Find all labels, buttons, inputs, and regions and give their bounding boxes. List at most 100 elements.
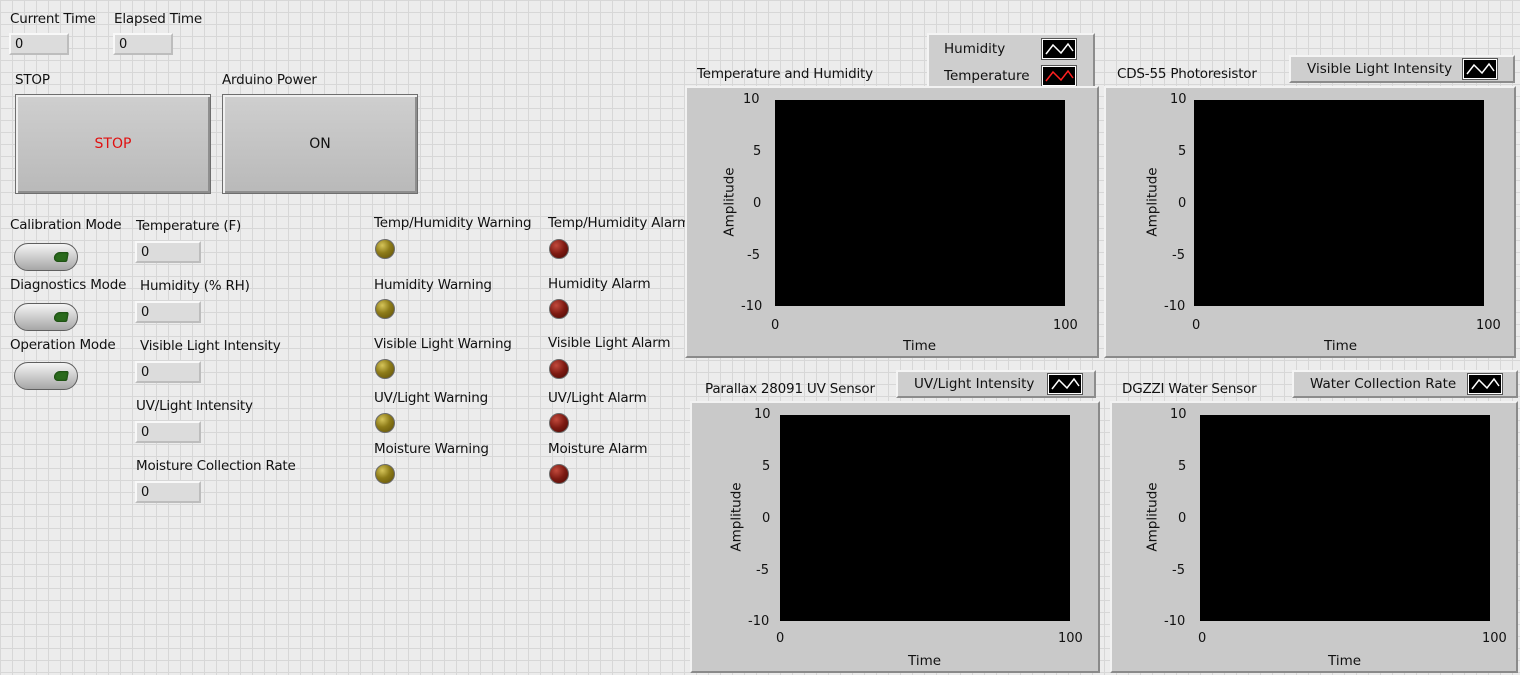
trace-white-icon[interactable] <box>1467 373 1503 395</box>
legend-humidity-label: Humidity <box>944 41 1006 57</box>
trace-white-icon[interactable] <box>1041 38 1077 60</box>
y-tick: -10 <box>1164 614 1186 629</box>
y-tick: -10 <box>1164 299 1186 314</box>
y-tick: -5 <box>1172 248 1185 263</box>
uv-light-field: 0 <box>135 421 201 443</box>
trace-white-icon[interactable] <box>1462 58 1498 80</box>
x-tick: 100 <box>1476 318 1501 333</box>
x-tick: 100 <box>1053 318 1078 333</box>
legend-visible-light-label: Visible Light Intensity <box>1307 61 1453 77</box>
trace-white-icon[interactable] <box>1047 373 1083 395</box>
x-tick: 0 <box>771 318 780 333</box>
humidity-alarm-label: Humidity Alarm <box>548 276 651 292</box>
uv-sensor-plot-area[interactable] <box>780 415 1070 621</box>
temp-humidity-alarm-led <box>549 239 569 259</box>
temp-humidity-graph-title: Temperature and Humidity <box>697 66 873 82</box>
visible-light-warning-label: Visible Light Warning <box>374 336 512 352</box>
legend-uv-light-label: UV/Light Intensity <box>914 376 1035 392</box>
calibration-mode-toggle[interactable] <box>14 243 78 271</box>
humidity-field: 0 <box>135 301 201 323</box>
x-tick: 0 <box>1198 631 1207 646</box>
temp-humidity-warning-led <box>375 239 395 259</box>
uv-light-warning-led <box>375 413 395 433</box>
humidity-warning-label: Humidity Warning <box>374 277 492 293</box>
visible-light-warning-led <box>375 359 395 379</box>
x-axis-title: Time <box>1328 653 1362 669</box>
photoresistor-plot-area[interactable] <box>1194 100 1484 306</box>
photoresistor-graph[interactable]: 10 5 0 -5 -10 0 100 Amplitude Time <box>1104 86 1516 358</box>
calibration-mode-label: Calibration Mode <box>10 217 122 233</box>
y-tick: -5 <box>747 248 760 263</box>
water-sensor-graph-title: DGZZI Water Sensor <box>1122 381 1257 397</box>
y-axis-title: Amplitude <box>1144 482 1161 552</box>
elapsed-time-field: 0 <box>113 33 173 55</box>
y-axis-title: Amplitude <box>1144 167 1161 237</box>
temperature-label: Temperature (F) <box>136 218 242 234</box>
visible-light-label: Visible Light Intensity <box>140 338 281 354</box>
elapsed-time-label: Elapsed Time <box>114 11 202 27</box>
visible-light-field: 0 <box>135 361 201 383</box>
y-tick: 5 <box>762 459 771 474</box>
temp-humidity-alarm-label: Temp/Humidity Alarm <box>548 215 690 231</box>
toggle-switch-icon <box>53 252 69 262</box>
operation-mode-toggle[interactable] <box>14 362 78 390</box>
y-tick: 0 <box>762 511 771 526</box>
uv-sensor-legend[interactable]: UV/Light Intensity <box>896 370 1096 398</box>
y-tick: 0 <box>1178 511 1187 526</box>
temperature-field: 0 <box>135 241 201 263</box>
x-axis-title: Time <box>903 338 937 354</box>
y-tick: -5 <box>1172 563 1185 578</box>
y-tick: -10 <box>741 299 763 314</box>
stop-button[interactable]: STOP <box>15 94 211 194</box>
arduino-power-button-text: ON <box>309 136 331 152</box>
legend-temperature-label: Temperature <box>944 68 1030 84</box>
humidity-label: Humidity (% RH) <box>140 278 250 294</box>
uv-light-label: UV/Light Intensity <box>136 398 253 414</box>
moisture-warning-led <box>375 464 395 484</box>
temp-humidity-plot-area[interactable] <box>775 100 1065 306</box>
toggle-switch-icon <box>53 312 69 322</box>
photoresistor-graph-title: CDS-55 Photoresistor <box>1117 66 1257 82</box>
temp-humidity-legend[interactable]: Humidity Temperature <box>927 33 1095 89</box>
visible-light-alarm-led <box>549 359 569 379</box>
temp-humidity-graph[interactable]: 10 5 0 -5 -10 0 100 Amplitude Time <box>685 86 1099 358</box>
uv-light-alarm-led <box>549 413 569 433</box>
y-axis-title: Amplitude <box>728 482 745 552</box>
legend-water-rate-label: Water Collection Rate <box>1310 376 1457 392</box>
water-sensor-graph[interactable]: 10 5 0 -5 -10 0 100 Amplitude Time <box>1110 401 1518 673</box>
y-tick: 5 <box>1178 459 1187 474</box>
humidity-warning-led <box>375 299 395 319</box>
x-tick: 100 <box>1058 631 1083 646</box>
visible-light-alarm-label: Visible Light Alarm <box>548 335 671 351</box>
y-tick: 10 <box>1170 407 1187 422</box>
uv-sensor-graph[interactable]: 10 5 0 -5 -10 0 100 Amplitude Time <box>690 401 1100 673</box>
x-tick: 0 <box>1192 318 1201 333</box>
arduino-power-button[interactable]: ON <box>222 94 418 194</box>
x-axis-title: Time <box>908 653 942 669</box>
moisture-alarm-led <box>549 464 569 484</box>
diagnostics-mode-label: Diagnostics Mode <box>10 277 127 293</box>
photoresistor-legend[interactable]: Visible Light Intensity <box>1289 55 1515 83</box>
temp-humidity-warning-label: Temp/Humidity Warning <box>374 215 532 231</box>
y-tick: 10 <box>1170 92 1187 107</box>
diagnostics-mode-toggle[interactable] <box>14 303 78 331</box>
uv-sensor-graph-title: Parallax 28091 UV Sensor <box>705 381 875 397</box>
moisture-alarm-label: Moisture Alarm <box>548 441 648 457</box>
water-sensor-legend[interactable]: Water Collection Rate <box>1292 370 1518 398</box>
x-axis-title: Time <box>1324 338 1358 354</box>
moisture-rate-label: Moisture Collection Rate <box>136 458 296 474</box>
moisture-warning-label: Moisture Warning <box>374 441 489 457</box>
y-tick: 5 <box>753 144 762 159</box>
uv-light-alarm-label: UV/Light Alarm <box>548 390 647 406</box>
operation-mode-label: Operation Mode <box>10 337 116 353</box>
y-axis-title: Amplitude <box>721 167 738 237</box>
y-tick: 0 <box>1178 196 1187 211</box>
uv-light-warning-label: UV/Light Warning <box>374 390 488 406</box>
stop-label: STOP <box>15 72 50 88</box>
toggle-switch-icon <box>53 371 69 381</box>
y-tick: 5 <box>1178 144 1187 159</box>
trace-red-icon[interactable] <box>1041 65 1077 87</box>
current-time-label: Current Time <box>10 11 96 27</box>
current-time-field: 0 <box>9 33 69 55</box>
water-sensor-plot-area[interactable] <box>1200 415 1490 621</box>
